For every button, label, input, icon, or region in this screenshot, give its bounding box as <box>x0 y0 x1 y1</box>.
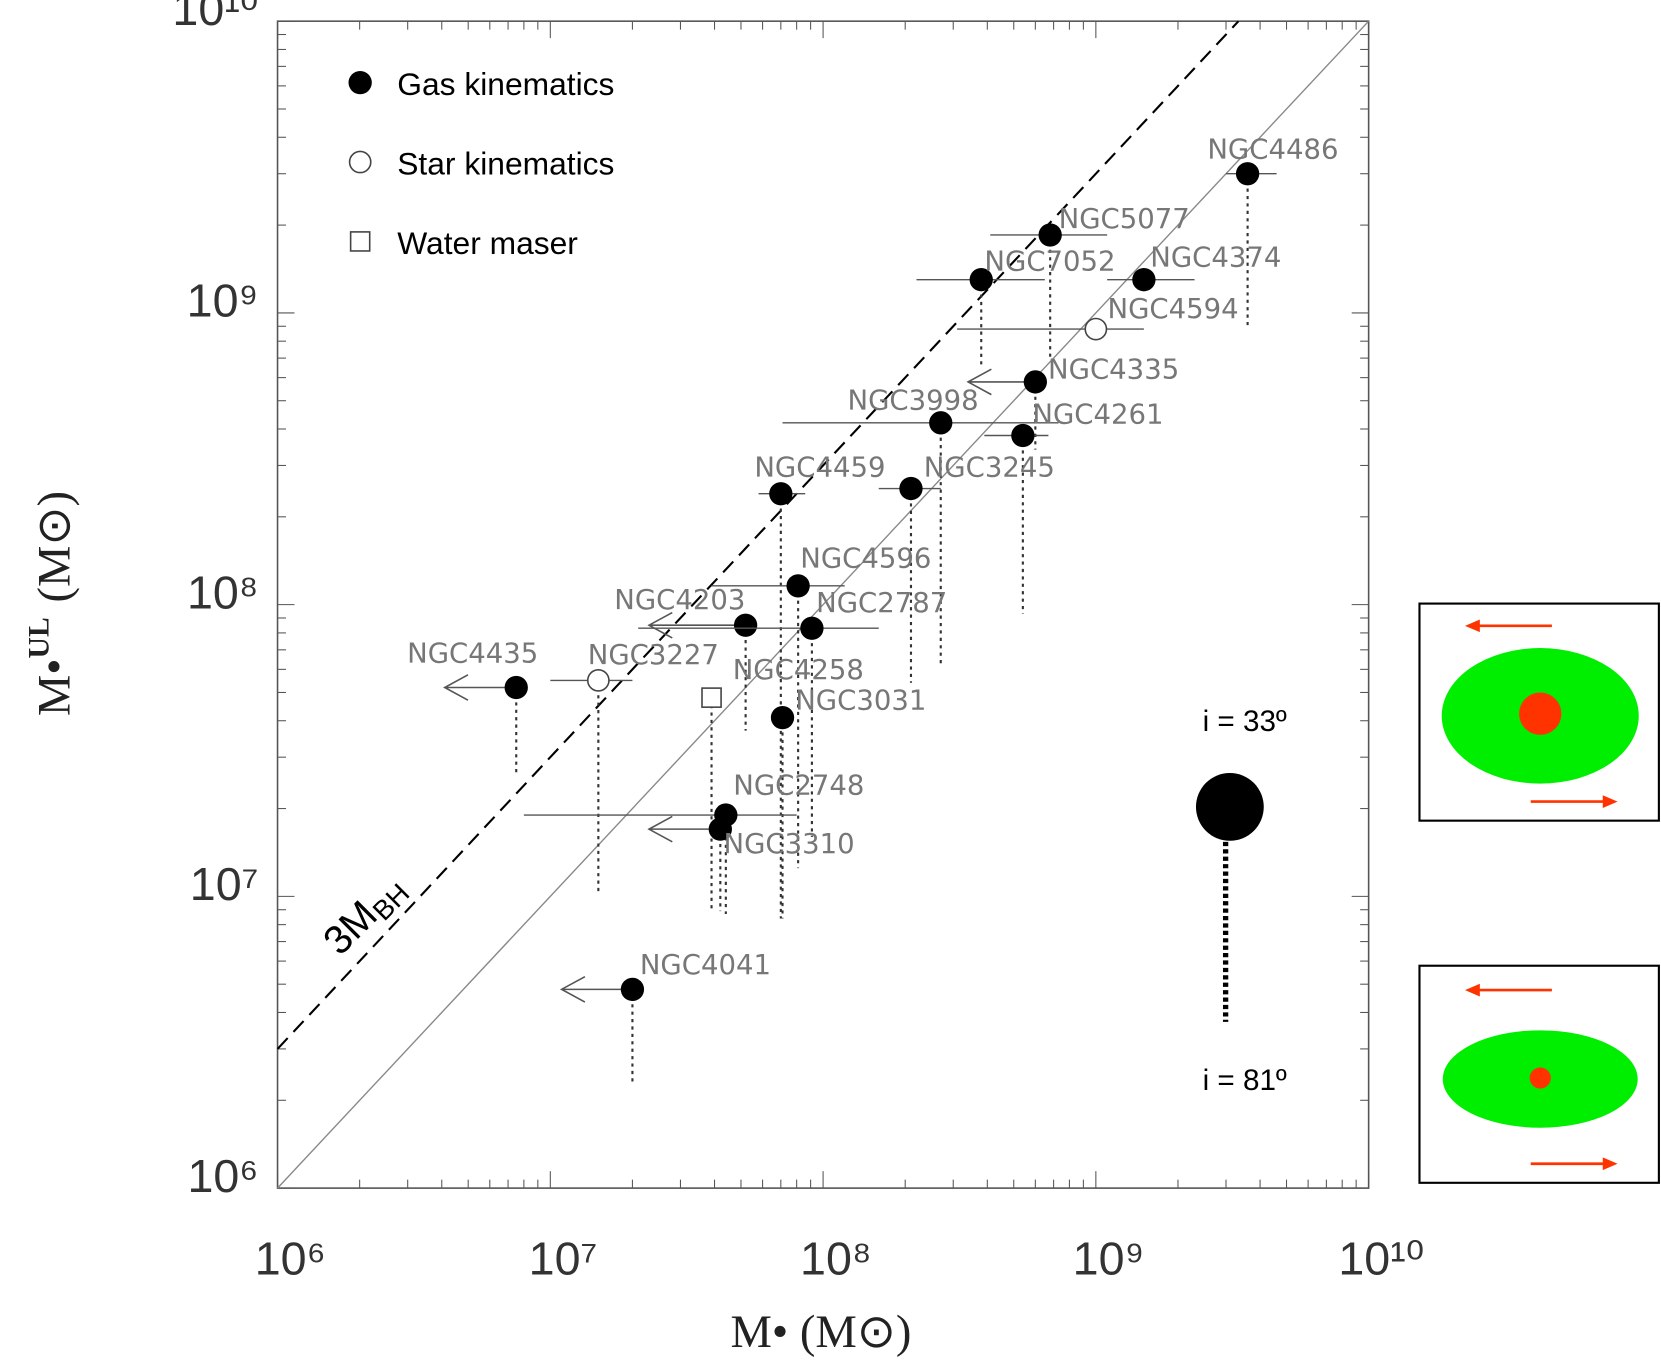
y-label-unit: (M⊙) <box>28 491 80 602</box>
reference-line <box>277 20 1370 1189</box>
point-label: NGC4486 <box>1207 133 1338 165</box>
point <box>708 817 732 841</box>
point <box>899 476 923 501</box>
legend-marker <box>348 70 372 95</box>
point-label: NGC2748 <box>733 769 864 801</box>
y-tick-label: 10⁸ <box>187 566 258 618</box>
reference-label: 3MBH <box>314 865 415 966</box>
point-label: NGC4459 <box>754 451 885 483</box>
limit-arrow <box>647 815 721 843</box>
legend-label: Gas kinematics <box>397 66 614 102</box>
point-label: NGC4435 <box>407 638 538 670</box>
legend-marker <box>348 150 372 174</box>
point <box>800 616 824 640</box>
point-label: NGC4203 <box>614 584 745 616</box>
point-label: NGC4258 <box>733 654 864 686</box>
x-tick-label: 10⁶ <box>255 1233 326 1285</box>
inset-bottom <box>1418 964 1660 1184</box>
y-tick-label: 10⁶ <box>187 1150 258 1202</box>
point-label: NGC3998 <box>848 385 979 417</box>
point <box>1038 223 1062 247</box>
point-label: NGC2787 <box>816 587 947 619</box>
core <box>1529 1067 1551 1089</box>
x-tick-label: 10¹⁰ <box>1338 1233 1424 1285</box>
point <box>1084 317 1108 341</box>
y-axis-label: M•UL (M⊙) <box>23 491 80 716</box>
x-axis-label: M• (M⊙) <box>730 1306 911 1358</box>
point-label: NGC4041 <box>640 949 771 981</box>
arrow-head <box>1465 983 1480 997</box>
point-label: NGC3031 <box>795 685 926 717</box>
inset-top <box>1418 602 1660 822</box>
point-label: NGC4374 <box>1150 241 1281 273</box>
y-label-main: M• <box>28 658 80 716</box>
y-tick-label: 10⁷ <box>190 858 259 910</box>
point-label: NGC5077 <box>1059 203 1190 235</box>
point <box>1132 268 1156 292</box>
point <box>769 482 793 506</box>
y-label-sup: UL <box>23 617 55 658</box>
limit-arrow <box>559 975 633 1003</box>
point-label: NGC7052 <box>984 246 1115 278</box>
arrow-head <box>1602 795 1618 808</box>
point <box>969 268 993 292</box>
point <box>733 613 758 637</box>
point <box>1023 370 1047 394</box>
point <box>620 977 645 1002</box>
point-label: NGC4335 <box>1048 353 1179 385</box>
point <box>786 574 810 598</box>
point <box>1235 162 1260 186</box>
point <box>1011 423 1035 448</box>
x-tick-label: 10⁷ <box>529 1233 598 1285</box>
point-label: NGC4261 <box>1032 398 1163 430</box>
point <box>929 411 953 435</box>
core <box>1519 692 1562 735</box>
annotation: i = 33º <box>1203 705 1287 738</box>
y-tick-label: 10⁹ <box>187 275 259 327</box>
point <box>701 687 722 708</box>
illustration-dot <box>1195 773 1264 841</box>
x-tick-label: 10⁹ <box>1073 1233 1145 1285</box>
point-label: NGC3310 <box>723 828 854 860</box>
point <box>504 675 528 700</box>
legend-label: Star kinematics <box>397 146 614 182</box>
point-label: NGC4594 <box>1108 293 1239 325</box>
point-label: NGC4596 <box>800 542 931 574</box>
limit-arrow <box>443 674 517 701</box>
annotation: i = 81º <box>1203 1064 1287 1097</box>
reference-line <box>276 20 1240 1050</box>
arrow-head <box>1465 619 1480 633</box>
legend-marker <box>349 231 371 252</box>
arrow-head <box>1602 1157 1618 1171</box>
y-tick-label: 10¹⁰ <box>172 0 258 35</box>
point-label: NGC3245 <box>924 451 1055 483</box>
point <box>586 669 610 692</box>
point <box>770 705 795 730</box>
x-tick-label: 10⁸ <box>800 1233 871 1285</box>
point-label: NGC3227 <box>588 639 719 671</box>
limit-arrow <box>647 611 746 639</box>
legend-label: Water maser <box>397 225 578 261</box>
